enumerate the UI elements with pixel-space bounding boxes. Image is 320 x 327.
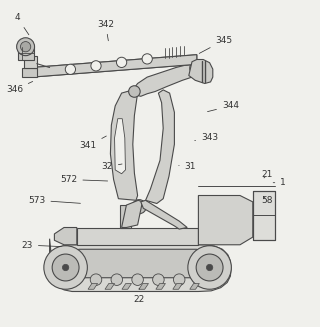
Polygon shape	[146, 90, 174, 203]
Polygon shape	[156, 284, 165, 289]
Circle shape	[188, 246, 231, 289]
Text: 342: 342	[97, 20, 114, 41]
Polygon shape	[77, 228, 198, 245]
Polygon shape	[110, 90, 138, 200]
Circle shape	[153, 274, 164, 285]
Text: 343: 343	[195, 133, 218, 142]
Circle shape	[17, 38, 35, 56]
Text: 32: 32	[101, 162, 122, 171]
Text: 346: 346	[6, 81, 33, 95]
Circle shape	[132, 200, 146, 214]
Polygon shape	[122, 200, 142, 228]
Text: 22: 22	[133, 288, 145, 304]
Circle shape	[132, 274, 143, 285]
Polygon shape	[54, 228, 77, 245]
Polygon shape	[50, 239, 231, 291]
Polygon shape	[139, 284, 148, 289]
Circle shape	[142, 54, 152, 64]
Polygon shape	[173, 284, 182, 289]
Polygon shape	[120, 205, 131, 228]
Polygon shape	[18, 47, 34, 60]
Text: 31: 31	[179, 162, 196, 171]
Circle shape	[65, 64, 76, 75]
Text: 573: 573	[28, 196, 80, 205]
Circle shape	[62, 264, 69, 271]
Circle shape	[173, 274, 185, 285]
Circle shape	[111, 274, 123, 285]
Circle shape	[91, 61, 101, 71]
Polygon shape	[141, 200, 187, 229]
Polygon shape	[32, 55, 197, 73]
Polygon shape	[189, 60, 213, 83]
Circle shape	[52, 254, 79, 281]
Text: 345: 345	[199, 36, 233, 53]
Polygon shape	[105, 284, 115, 289]
Polygon shape	[62, 248, 209, 278]
Polygon shape	[88, 284, 98, 289]
Circle shape	[116, 57, 127, 67]
Text: 58: 58	[261, 196, 273, 205]
Polygon shape	[32, 60, 197, 77]
Polygon shape	[190, 284, 199, 289]
Circle shape	[44, 246, 87, 289]
Circle shape	[196, 254, 223, 281]
Text: 4: 4	[15, 13, 29, 35]
Text: 572: 572	[60, 175, 108, 184]
Circle shape	[190, 61, 204, 75]
Circle shape	[206, 264, 213, 271]
Polygon shape	[22, 67, 37, 77]
Text: 23: 23	[21, 241, 61, 250]
Polygon shape	[32, 55, 197, 77]
Circle shape	[20, 42, 31, 52]
Polygon shape	[198, 196, 253, 245]
Circle shape	[129, 86, 140, 97]
Polygon shape	[253, 191, 275, 240]
Polygon shape	[115, 119, 125, 174]
Polygon shape	[122, 284, 132, 289]
Text: 21: 21	[261, 170, 273, 179]
Text: 1: 1	[273, 178, 286, 187]
Circle shape	[90, 274, 102, 285]
Polygon shape	[133, 64, 200, 96]
Text: 344: 344	[207, 101, 239, 112]
Text: 341: 341	[79, 136, 106, 150]
Polygon shape	[24, 56, 37, 67]
